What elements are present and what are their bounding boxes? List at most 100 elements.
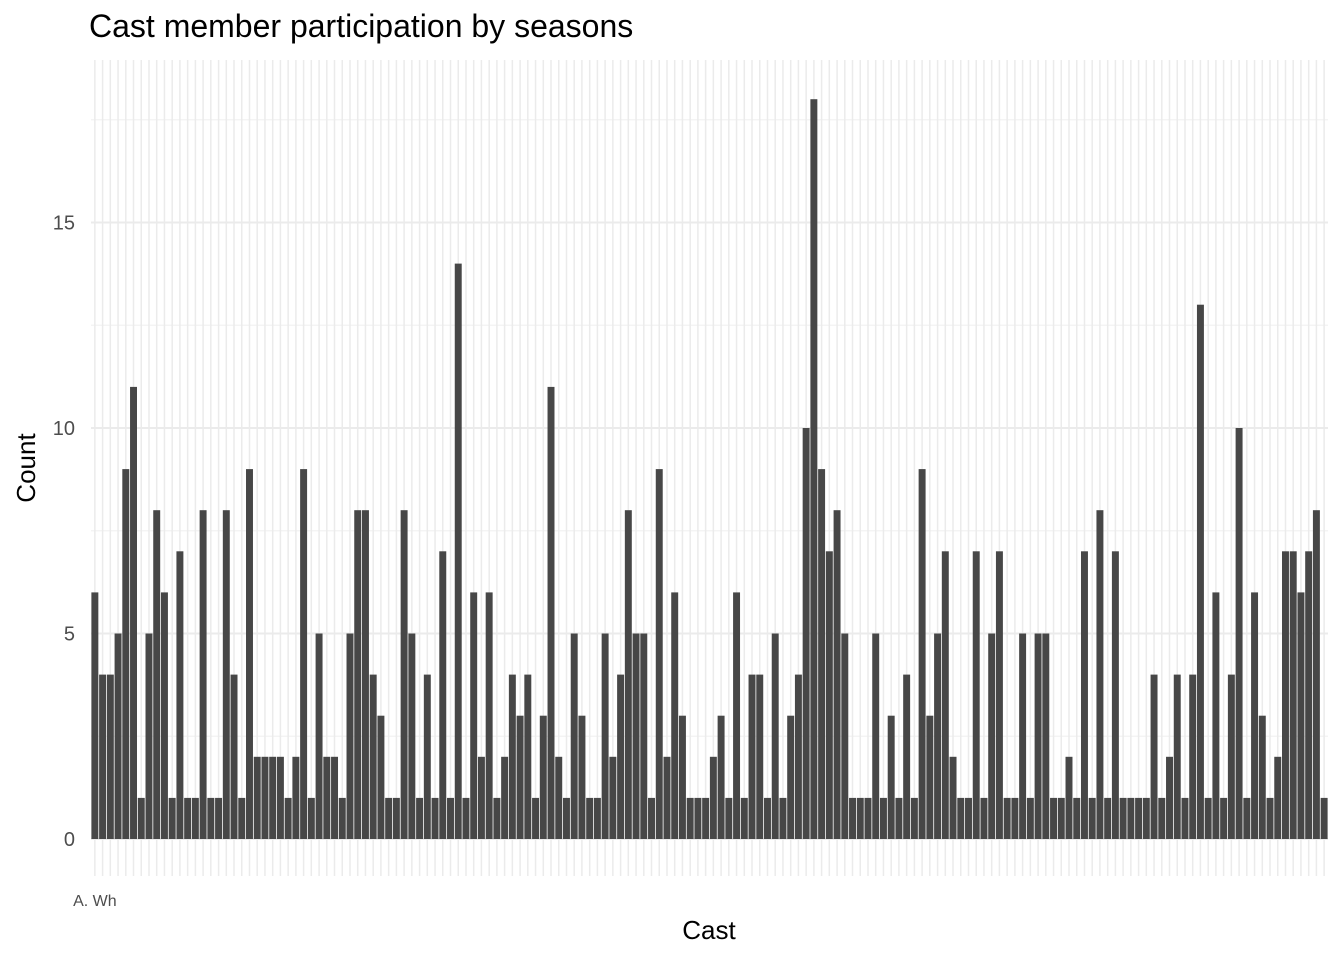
x-tick-label: A. Wh [73,893,117,910]
bar [771,633,779,839]
bar [632,633,640,839]
bar [671,592,679,839]
x-gridlines [94,60,1325,876]
bar [276,756,284,839]
bar [160,592,168,839]
bar [1034,633,1042,839]
bar [717,715,725,839]
bar [1181,797,1189,839]
bar [292,756,300,839]
bar [416,797,424,839]
bar [1289,551,1297,839]
bar [601,633,609,839]
bar [539,715,547,839]
bar [346,633,354,839]
bar [222,510,230,839]
bar [1135,797,1143,839]
bar [570,633,578,839]
bar [431,797,439,839]
bar [640,633,648,839]
bar [1220,797,1228,839]
bar [122,469,130,839]
bar [586,797,594,839]
minor-y-gridlines [91,119,1328,737]
x-axis-title: Cast [682,915,736,945]
bar [1088,797,1096,839]
bar [1266,797,1274,839]
bar [655,469,663,839]
bar [841,633,849,839]
bar [1189,674,1197,839]
bar [756,674,764,839]
bar [246,469,253,839]
bar [988,633,996,839]
bar [439,551,447,839]
bar [400,510,408,839]
y-tick-label: 15 [53,213,75,235]
bar [1235,428,1243,839]
bar [617,674,625,839]
bar [787,715,795,839]
bar [1003,797,1011,839]
bar [447,797,454,839]
bar [215,797,223,839]
chart-title: Cast member participation by seasons [89,8,634,44]
bar [377,715,385,839]
bar [238,797,246,839]
bar [106,674,114,839]
bar [725,797,733,839]
bar [733,592,741,839]
bar [1320,797,1328,839]
y-tick-label: 0 [64,829,75,851]
bar [323,756,331,839]
bar [764,797,771,839]
bar [1251,592,1259,839]
bar [918,469,926,839]
bar [934,633,942,839]
bar [1050,797,1058,839]
bar [354,510,362,839]
bar [702,797,710,839]
bar [562,797,570,839]
bar [1096,510,1104,839]
bar [1243,797,1251,839]
bar [207,797,215,839]
bar [1297,592,1305,839]
bar [153,510,161,839]
bar [516,715,524,839]
bar [1204,797,1212,839]
bar [1166,756,1173,839]
bar [709,756,717,839]
bar [331,756,339,839]
bar [284,797,292,839]
bar [694,797,702,839]
bar [1258,715,1266,839]
bar [261,756,269,839]
bar [1042,633,1050,839]
bar [1104,797,1112,839]
bar [965,797,972,839]
bar [191,797,199,839]
bar [477,756,485,839]
bar [408,633,416,839]
bar [887,715,895,839]
bar [818,469,826,839]
bar [1142,797,1150,839]
bar [980,797,988,839]
bar [114,633,122,839]
bar [748,674,756,839]
bar [392,797,400,839]
bar [555,756,563,839]
bar [315,633,323,839]
bar [269,756,277,839]
bar [547,386,555,839]
bar [686,797,694,839]
bar [593,797,601,839]
bar [825,551,833,839]
bar [300,469,308,839]
bar [1281,551,1289,839]
bar [895,797,903,839]
bar [524,674,532,839]
bar [926,715,934,839]
